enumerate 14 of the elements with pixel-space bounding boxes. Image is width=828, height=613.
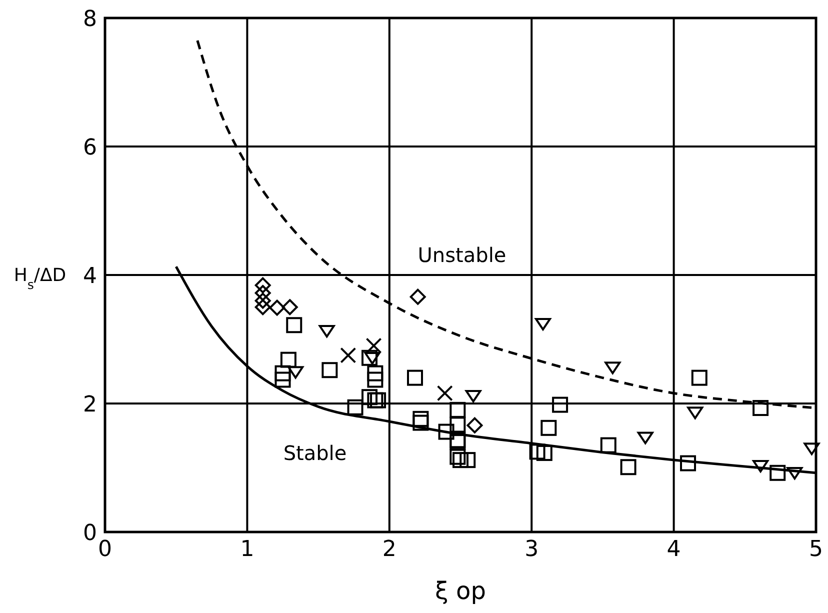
- x-tick-label: 2: [382, 537, 396, 562]
- y-tick-label: 4: [83, 264, 97, 289]
- y-tick-label: 0: [83, 521, 97, 546]
- y-axis-title: H$_{s}$/ΔD: [14, 265, 66, 292]
- annotation: Stable: [283, 441, 347, 465]
- annotation: Unstable: [418, 243, 506, 267]
- x-tick-label: 4: [666, 537, 681, 562]
- x-tick-label: 1: [240, 537, 254, 562]
- y-tick-label: 6: [83, 136, 97, 160]
- y-tick-label: 2: [83, 392, 97, 418]
- x-tick-label: 5: [809, 537, 823, 562]
- x-tick-label: 3: [524, 537, 539, 562]
- y-tick-label: 8: [83, 7, 97, 32]
- x-axis-title: ξ op: [435, 577, 486, 605]
